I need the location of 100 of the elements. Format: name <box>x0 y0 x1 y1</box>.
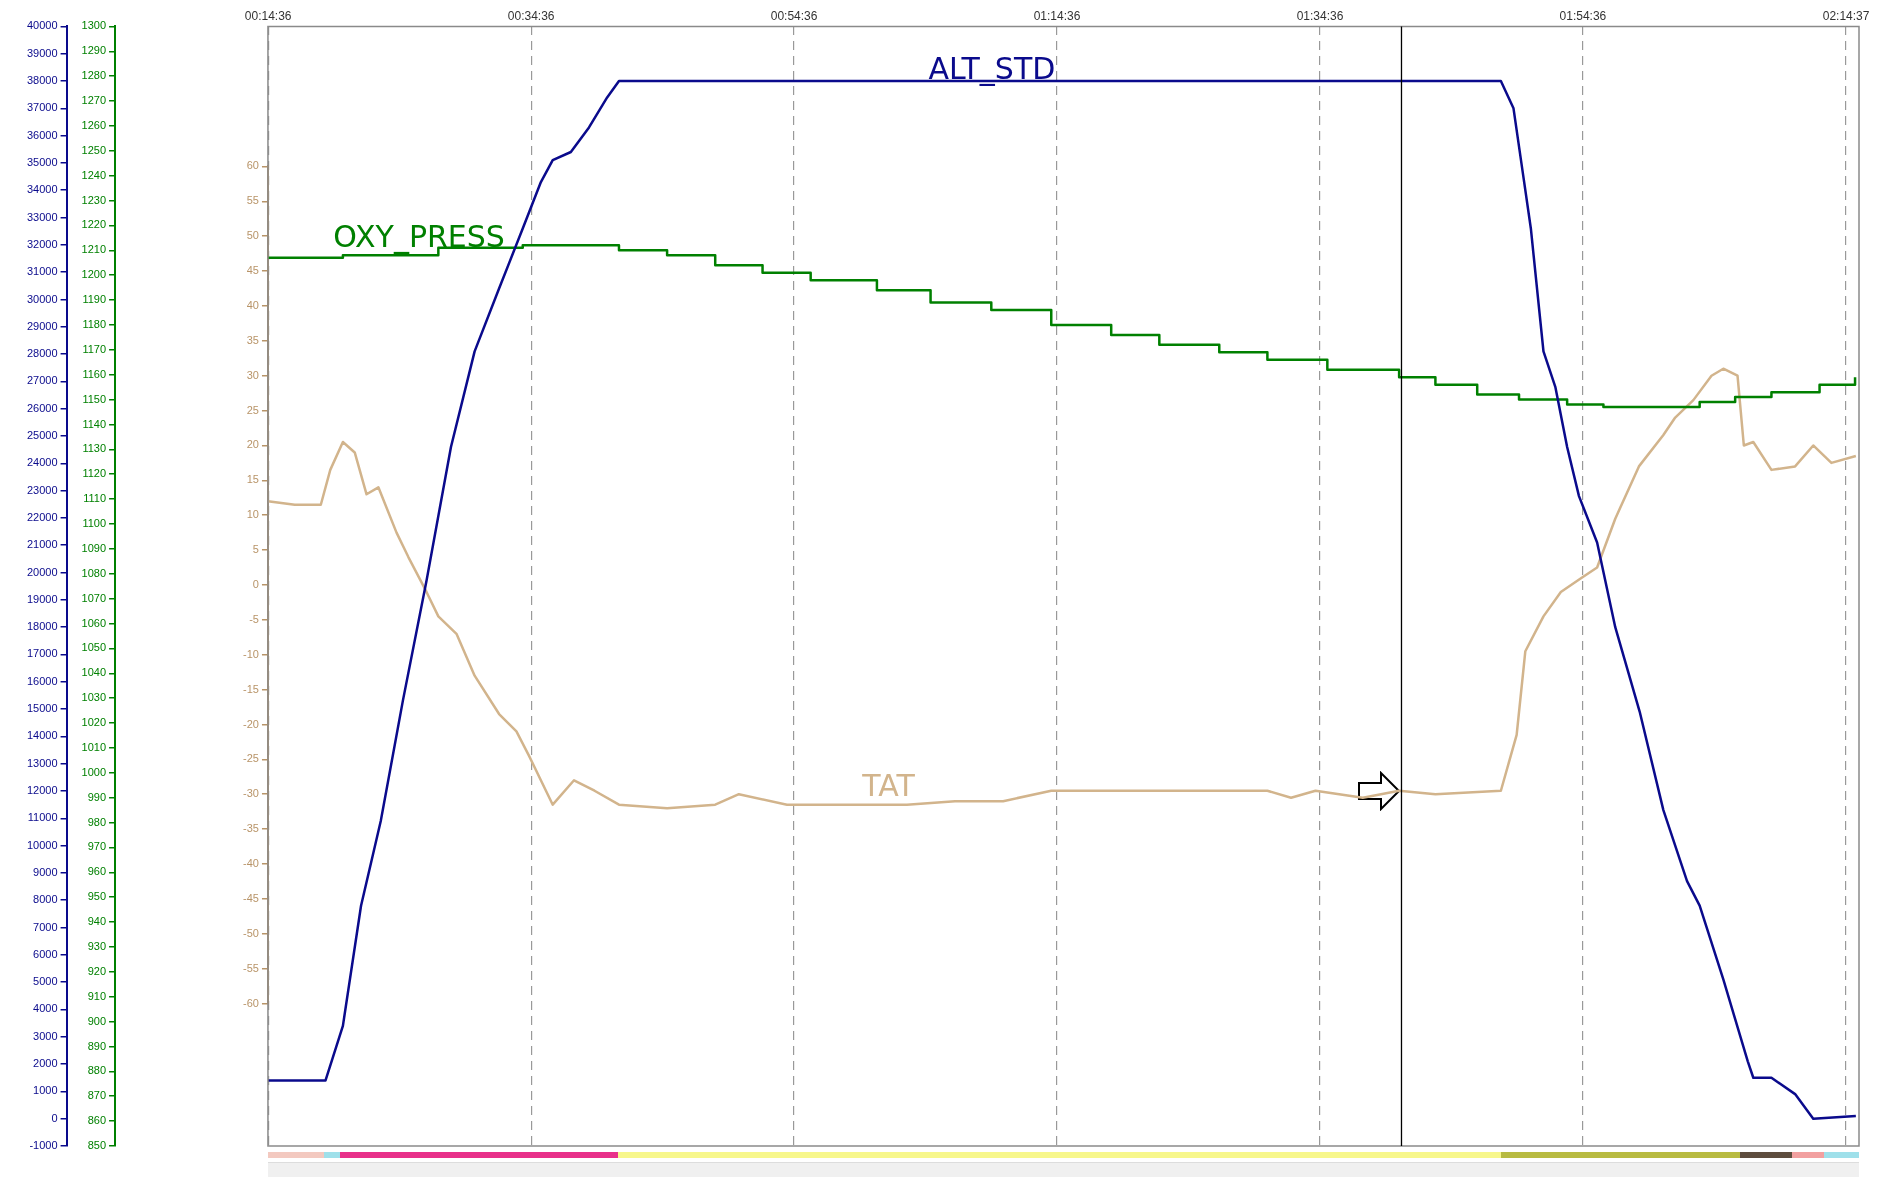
y3-tick-label: 60 <box>246 159 259 172</box>
y2-tick-label: 1170 <box>82 342 107 355</box>
y3-tick-label: -40 <box>243 857 259 869</box>
y3-tick-label: -5 <box>249 612 259 625</box>
y2-tick-label: 1030 <box>81 691 107 704</box>
y-tick-label: 22000 <box>26 510 58 523</box>
y2-tick-label: 1080 <box>81 566 107 579</box>
y2-tick-label: 980 <box>87 815 107 828</box>
y3-tick-label: -55 <box>243 961 259 974</box>
y2-tick-label: 1190 <box>82 293 107 306</box>
y2-tick-label: 1210 <box>81 243 107 256</box>
y-tick-label: 23000 <box>26 483 58 496</box>
y-tick-label: 26000 <box>26 401 58 414</box>
y-tick-label: 29000 <box>26 319 58 332</box>
y3-tick-label: 25 <box>246 403 259 416</box>
y2-tick-label: 1140 <box>82 417 107 430</box>
x-tick-label: 00:34:36 <box>507 8 555 23</box>
y2-tick-label: 910 <box>87 989 107 1002</box>
y-tick-label: 31000 <box>26 265 58 278</box>
y-tick-label: 33000 <box>26 210 58 223</box>
y2-tick-label: 880 <box>87 1064 107 1077</box>
y-tick-label: -1000 <box>29 1139 58 1152</box>
y2-tick-label: 1300 <box>81 19 107 32</box>
y2-tick-label: 900 <box>87 1014 107 1027</box>
y3-tick-label: -15 <box>243 682 259 695</box>
y-tick-label: 32000 <box>26 237 58 250</box>
y-tick-label: 16000 <box>26 674 58 687</box>
y3-tick-label: 35 <box>246 333 259 346</box>
y-tick-label: 21000 <box>26 538 58 551</box>
y-tick-label: 6000 <box>33 947 58 960</box>
y-tick-label: 18000 <box>26 620 58 633</box>
x-tick-label: 02:14:37 <box>1822 8 1870 23</box>
y-tick-label: 36000 <box>26 128 58 141</box>
y3-tick-label: -30 <box>243 787 259 800</box>
y3-tick-label: 20 <box>246 438 259 451</box>
y3-tick-label: -60 <box>243 996 259 1009</box>
y2-tick-label: 1090 <box>81 541 107 554</box>
y2-tick-label: 940 <box>87 915 107 928</box>
y-tick-label: 28000 <box>26 347 58 360</box>
y2-tick-label: 1220 <box>81 218 107 231</box>
y-tick-label: 35000 <box>26 155 58 168</box>
y3-tick-label: 45 <box>246 264 259 277</box>
y-tick-label: 10000 <box>26 838 58 851</box>
y2-tick-label: 1120 <box>82 467 107 480</box>
y3-tick-label: 15 <box>246 473 259 486</box>
y-tick-label: 20000 <box>26 565 58 578</box>
y3-tick-label: 0 <box>252 578 259 590</box>
y2-tick-label: 1160 <box>82 367 107 380</box>
y2-tick-label: 970 <box>87 840 107 853</box>
y3-tick-label: -35 <box>243 822 259 835</box>
y2-tick-label: 860 <box>87 1114 107 1127</box>
y2-tick-label: 1130 <box>82 442 107 455</box>
y-tick-label: 27000 <box>26 374 58 387</box>
x-tick-label: 01:54:36 <box>1559 8 1607 23</box>
y2-tick-label: 960 <box>87 865 107 878</box>
x-tick-label: 00:54:36 <box>770 8 818 23</box>
y3-tick-label: -25 <box>243 752 259 765</box>
y-tick-label: 37000 <box>26 101 58 114</box>
y2-tick-label: 1060 <box>81 616 107 629</box>
x-tick-label: 01:14:36 <box>1033 8 1081 23</box>
y3-tick-label: 55 <box>246 194 259 207</box>
y2-tick-label: 930 <box>87 939 107 952</box>
y2-tick-label: 1040 <box>81 666 107 679</box>
y2-tick-label: 1070 <box>81 591 107 604</box>
y2-tick-label: 1270 <box>81 94 107 107</box>
series-label: TAT <box>861 767 916 803</box>
y2-tick-label: 870 <box>87 1089 107 1102</box>
y3-tick-label: 50 <box>246 229 259 242</box>
y-tick-label: 11000 <box>27 811 58 824</box>
y-tick-label: 13000 <box>26 756 58 769</box>
y2-tick-label: 850 <box>87 1139 107 1152</box>
y-tick-label: 12000 <box>26 784 58 797</box>
y2-tick-label: 990 <box>87 790 107 803</box>
series-label: ALT_STD <box>928 50 1056 86</box>
y-tick-label: 38000 <box>26 74 58 87</box>
y3-tick-label: 30 <box>246 368 259 381</box>
y2-tick-label: 1260 <box>81 118 107 131</box>
y2-tick-label: 1230 <box>81 193 107 206</box>
y-tick-label: 3000 <box>33 1029 58 1042</box>
y-tick-label: 17000 <box>26 647 58 660</box>
y2-tick-label: 950 <box>87 890 107 903</box>
y3-tick-label: -45 <box>243 891 259 904</box>
y-tick-label: 39000 <box>26 46 58 59</box>
y-tick-label: 19000 <box>26 592 58 605</box>
y3-tick-label: -50 <box>243 926 259 939</box>
y2-tick-label: 1180 <box>82 317 107 330</box>
y2-tick-label: 890 <box>87 1039 107 1052</box>
series-label: OXY_PRESS <box>333 218 505 254</box>
y-tick-label: 24000 <box>26 456 58 469</box>
y-tick-label: 40000 <box>26 19 58 32</box>
y3-tick-label: 5 <box>252 543 259 556</box>
y-tick-label: 1000 <box>33 1084 58 1097</box>
y-tick-label: 4000 <box>33 1002 58 1015</box>
y2-tick-label: 1290 <box>81 44 107 57</box>
y2-tick-label: 1200 <box>81 268 107 281</box>
y-tick-label: 15000 <box>26 702 58 715</box>
y-tick-label: 30000 <box>26 292 58 305</box>
y2-tick-label: 1050 <box>81 641 107 654</box>
y-tick-label: 14000 <box>26 729 58 742</box>
y3-tick-label: -20 <box>243 717 259 730</box>
